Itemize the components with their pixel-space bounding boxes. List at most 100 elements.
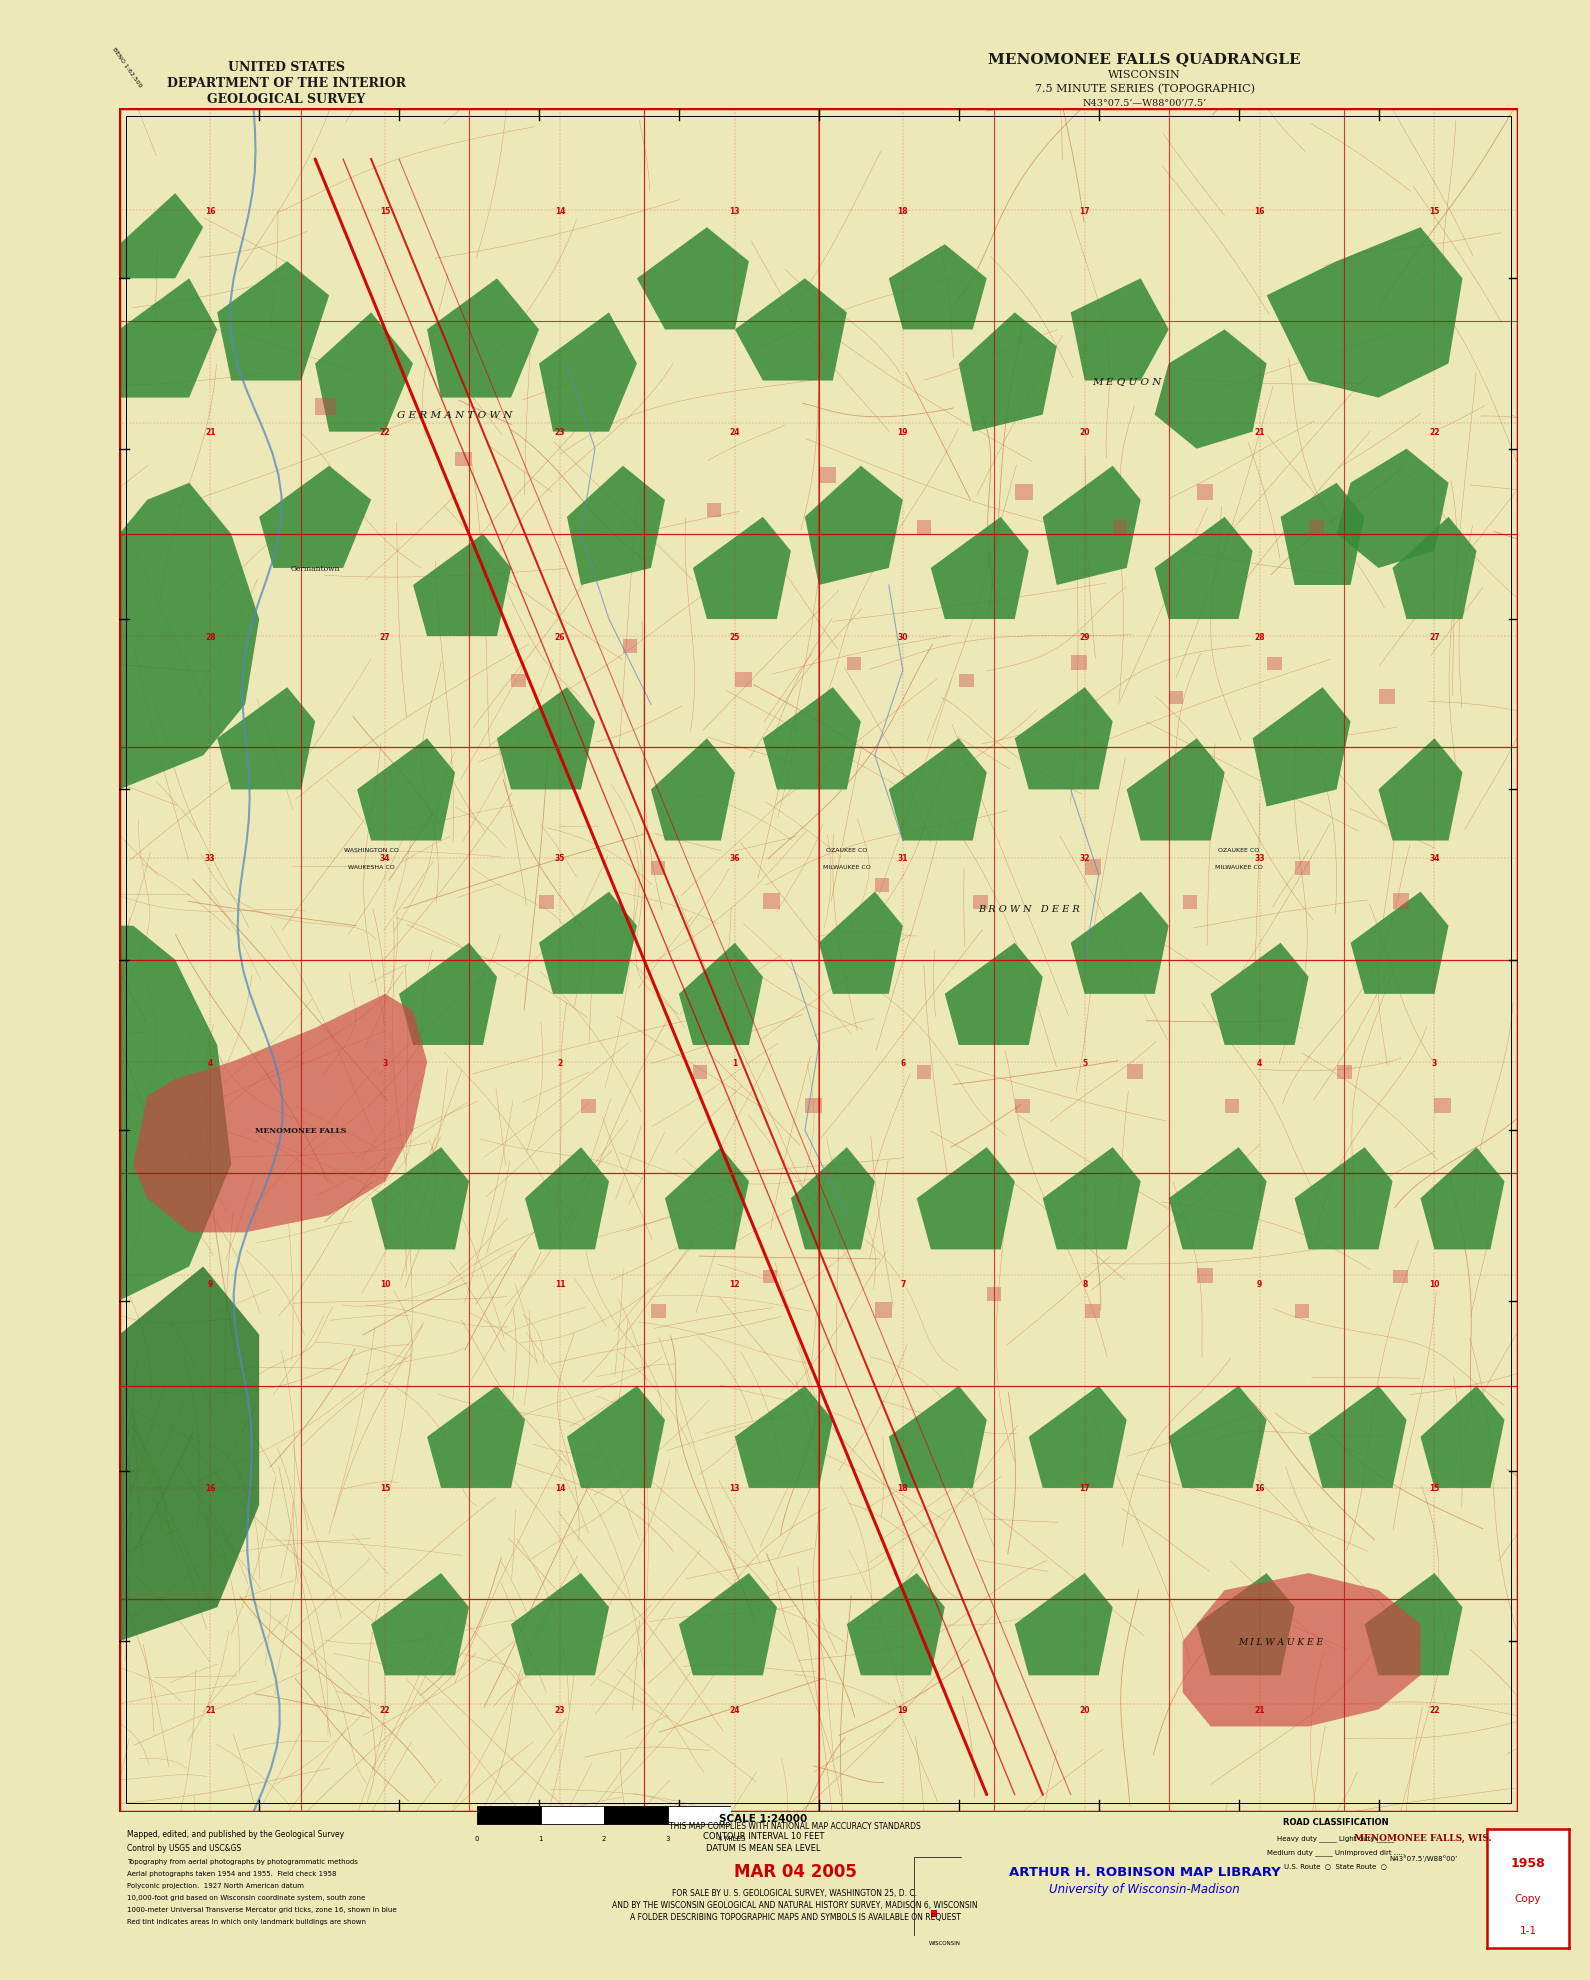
Polygon shape	[1280, 483, 1364, 586]
Text: 35: 35	[555, 853, 564, 863]
Text: 25: 25	[730, 632, 739, 642]
Polygon shape	[498, 687, 595, 790]
Polygon shape	[1253, 687, 1350, 808]
Polygon shape	[1420, 1148, 1504, 1249]
Text: 21: 21	[205, 428, 216, 438]
Polygon shape	[1379, 739, 1463, 842]
Text: 13: 13	[730, 1483, 741, 1493]
Text: 0: 0	[475, 1835, 479, 1841]
Polygon shape	[134, 994, 428, 1234]
Polygon shape	[805, 467, 903, 586]
Text: 32: 32	[1080, 853, 1091, 863]
Polygon shape	[1154, 517, 1253, 620]
Text: AND BY THE WISCONSIN GEOLOGICAL AND NATURAL HISTORY SURVEY, MADISON 6, WISCONSIN: AND BY THE WISCONSIN GEOLOGICAL AND NATU…	[612, 1901, 978, 1909]
Bar	[1224, 1101, 1239, 1113]
Polygon shape	[1210, 942, 1309, 1045]
Text: OZAUKEE CO: OZAUKEE CO	[827, 847, 868, 851]
Bar	[930, 1911, 937, 1917]
Text: Polyconic projection.  1927 North American datum: Polyconic projection. 1927 North America…	[127, 1881, 304, 1889]
Text: 10: 10	[1429, 1279, 1441, 1289]
Bar	[1014, 485, 1034, 501]
Text: 15: 15	[380, 206, 390, 216]
Bar	[1379, 689, 1396, 705]
Bar	[763, 893, 779, 909]
Bar	[805, 1099, 822, 1113]
Polygon shape	[1154, 331, 1267, 449]
Polygon shape	[399, 942, 498, 1045]
Text: 36: 36	[730, 853, 741, 863]
Text: 24: 24	[730, 1705, 741, 1715]
Text: CONTOUR INTERVAL 10 FEET: CONTOUR INTERVAL 10 FEET	[703, 1832, 824, 1839]
Text: 16: 16	[205, 206, 216, 216]
Text: 16: 16	[1255, 206, 1266, 216]
Text: MENOMONEE FALLS QUADRANGLE: MENOMONEE FALLS QUADRANGLE	[989, 51, 1301, 67]
Text: 10: 10	[380, 1279, 391, 1289]
Text: GEOLOGICAL SURVEY: GEOLOGICAL SURVEY	[207, 93, 366, 105]
Text: 11: 11	[555, 1279, 566, 1289]
Polygon shape	[1043, 1148, 1140, 1249]
Polygon shape	[539, 313, 638, 432]
Text: Mapped, edited, and published by the Geological Survey: Mapped, edited, and published by the Geo…	[127, 1830, 345, 1837]
Bar	[1294, 861, 1310, 875]
Text: 29: 29	[1080, 632, 1091, 642]
Bar	[959, 675, 975, 687]
Polygon shape	[665, 1148, 749, 1249]
Polygon shape	[735, 279, 847, 382]
Text: 4: 4	[208, 1057, 213, 1067]
Text: WISCONSIN: WISCONSIN	[1108, 69, 1181, 81]
Bar	[819, 467, 836, 483]
Text: 34: 34	[1429, 853, 1441, 863]
Text: 23: 23	[555, 1705, 566, 1715]
Polygon shape	[1420, 1386, 1504, 1489]
Text: 3: 3	[666, 1835, 669, 1841]
Polygon shape	[889, 246, 987, 331]
Polygon shape	[1029, 1386, 1127, 1489]
Text: 23: 23	[555, 428, 566, 438]
Text: Control by USGS and USC&GS: Control by USGS and USC&GS	[127, 1843, 242, 1851]
Bar	[510, 675, 526, 687]
Text: 21: 21	[1255, 428, 1266, 438]
Polygon shape	[259, 467, 370, 568]
Bar	[1070, 655, 1088, 671]
Text: 22: 22	[380, 428, 391, 438]
Polygon shape	[413, 535, 510, 638]
Polygon shape	[1014, 687, 1113, 790]
Polygon shape	[889, 1386, 987, 1489]
Text: 7: 7	[900, 1279, 905, 1289]
Text: 21: 21	[205, 1705, 216, 1715]
Text: ARTHUR H. ROBINSON MAP LIBRARY: ARTHUR H. ROBINSON MAP LIBRARY	[1010, 1865, 1280, 1877]
Text: 15: 15	[380, 1483, 390, 1493]
Text: MILWAUKEE CO: MILWAUKEE CO	[1215, 863, 1262, 869]
Text: N43°07.5’/W88°00’: N43°07.5’/W88°00’	[1390, 1853, 1456, 1861]
Text: 1: 1	[733, 1057, 738, 1067]
Bar	[763, 1271, 778, 1283]
Bar	[1294, 1305, 1309, 1319]
Bar	[1197, 485, 1213, 501]
Text: Medium duty _____ Unimproved dirt .....: Medium duty _____ Unimproved dirt .....	[1267, 1847, 1404, 1855]
Text: 30: 30	[897, 632, 908, 642]
Text: G E R M A N T O W N: G E R M A N T O W N	[398, 412, 512, 420]
Bar	[875, 1303, 892, 1319]
Text: 24: 24	[730, 428, 741, 438]
Bar	[477, 1806, 541, 1824]
Polygon shape	[119, 483, 259, 790]
Bar	[1434, 1099, 1452, 1113]
Polygon shape	[679, 942, 763, 1045]
Text: 9: 9	[208, 1279, 213, 1289]
Text: DEPARTMENT OF THE INTERIOR: DEPARTMENT OF THE INTERIOR	[167, 77, 405, 89]
Bar	[987, 1287, 1000, 1301]
Polygon shape	[693, 517, 790, 620]
Bar	[541, 1806, 604, 1824]
Text: 33: 33	[205, 853, 216, 863]
Text: 1: 1	[539, 1835, 542, 1841]
Text: 9: 9	[1258, 1279, 1262, 1289]
Text: 34: 34	[380, 853, 391, 863]
Polygon shape	[315, 313, 413, 432]
Text: Topography from aerial photographs by photogrammatic methods: Topography from aerial photographs by ph…	[127, 1857, 358, 1865]
Text: 31: 31	[897, 853, 908, 863]
Text: MAR 04 2005: MAR 04 2005	[733, 1861, 857, 1881]
Text: 18: 18	[897, 1483, 908, 1493]
Polygon shape	[1014, 1574, 1113, 1675]
Text: THIS MAP COMPLIES WITH NATIONAL MAP ACCURACY STANDARDS: THIS MAP COMPLIES WITH NATIONAL MAP ACCU…	[669, 1822, 921, 1830]
Text: Aerial photographs taken 1954 and 1955.  Field check 1958: Aerial photographs taken 1954 and 1955. …	[127, 1869, 337, 1877]
